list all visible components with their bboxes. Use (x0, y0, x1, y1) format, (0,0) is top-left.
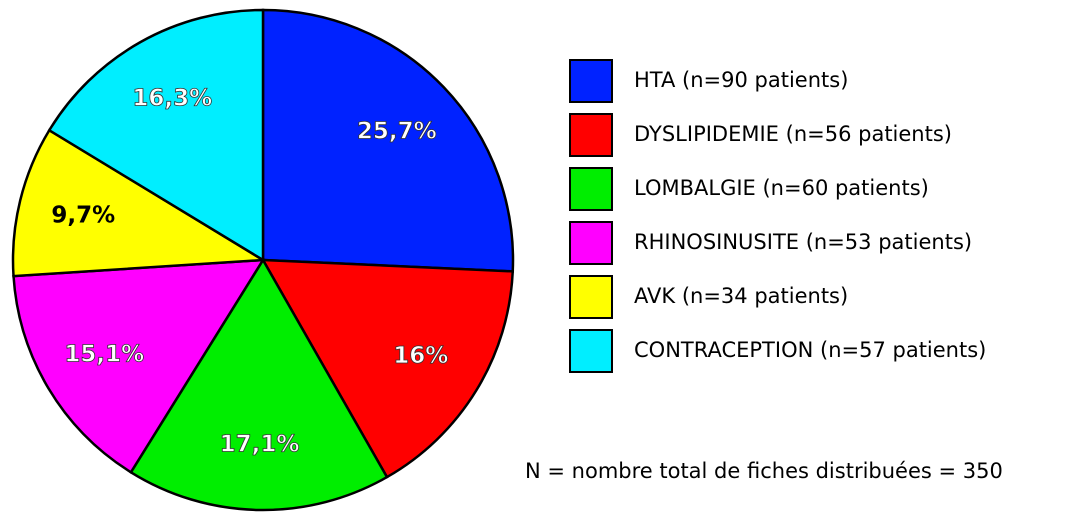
slice-label: 9,7% (51, 202, 115, 228)
legend-swatch (569, 59, 613, 103)
legend-label: HTA (n=90 patients) (634, 68, 848, 92)
slice-label: 17,1% (220, 431, 300, 457)
slice-label: 15,1% (64, 342, 144, 368)
slice-label: 16,3% (132, 85, 212, 111)
pie-slice (11, 128, 268, 278)
pie-slice (260, 258, 515, 479)
slice-label: 25,7% (357, 119, 437, 145)
pie-slice (129, 257, 389, 512)
pie-slice (12, 258, 266, 474)
pie-slice (261, 8, 515, 273)
legend-swatch (569, 329, 613, 373)
legend-label: CONTRACEPTION (n=57 patients) (634, 338, 986, 362)
legend-swatch (569, 113, 613, 157)
legend-swatch (569, 275, 613, 319)
legend-label: DYSLIPIDEMIE (n=56 patients) (634, 122, 952, 146)
pie-slice (47, 8, 265, 263)
legend-swatch (569, 221, 613, 265)
legend-label: AVK (n=34 patients) (634, 284, 848, 308)
legend-label: LOMBALGIE (n=60 patients) (634, 176, 929, 200)
slice-label: 16% (393, 343, 448, 369)
note: N = nombre total de fiches distribuées =… (525, 459, 1003, 483)
legend-label: RHINOSINUSITE (n=53 patients) (634, 230, 972, 254)
legend-swatch (569, 167, 613, 211)
